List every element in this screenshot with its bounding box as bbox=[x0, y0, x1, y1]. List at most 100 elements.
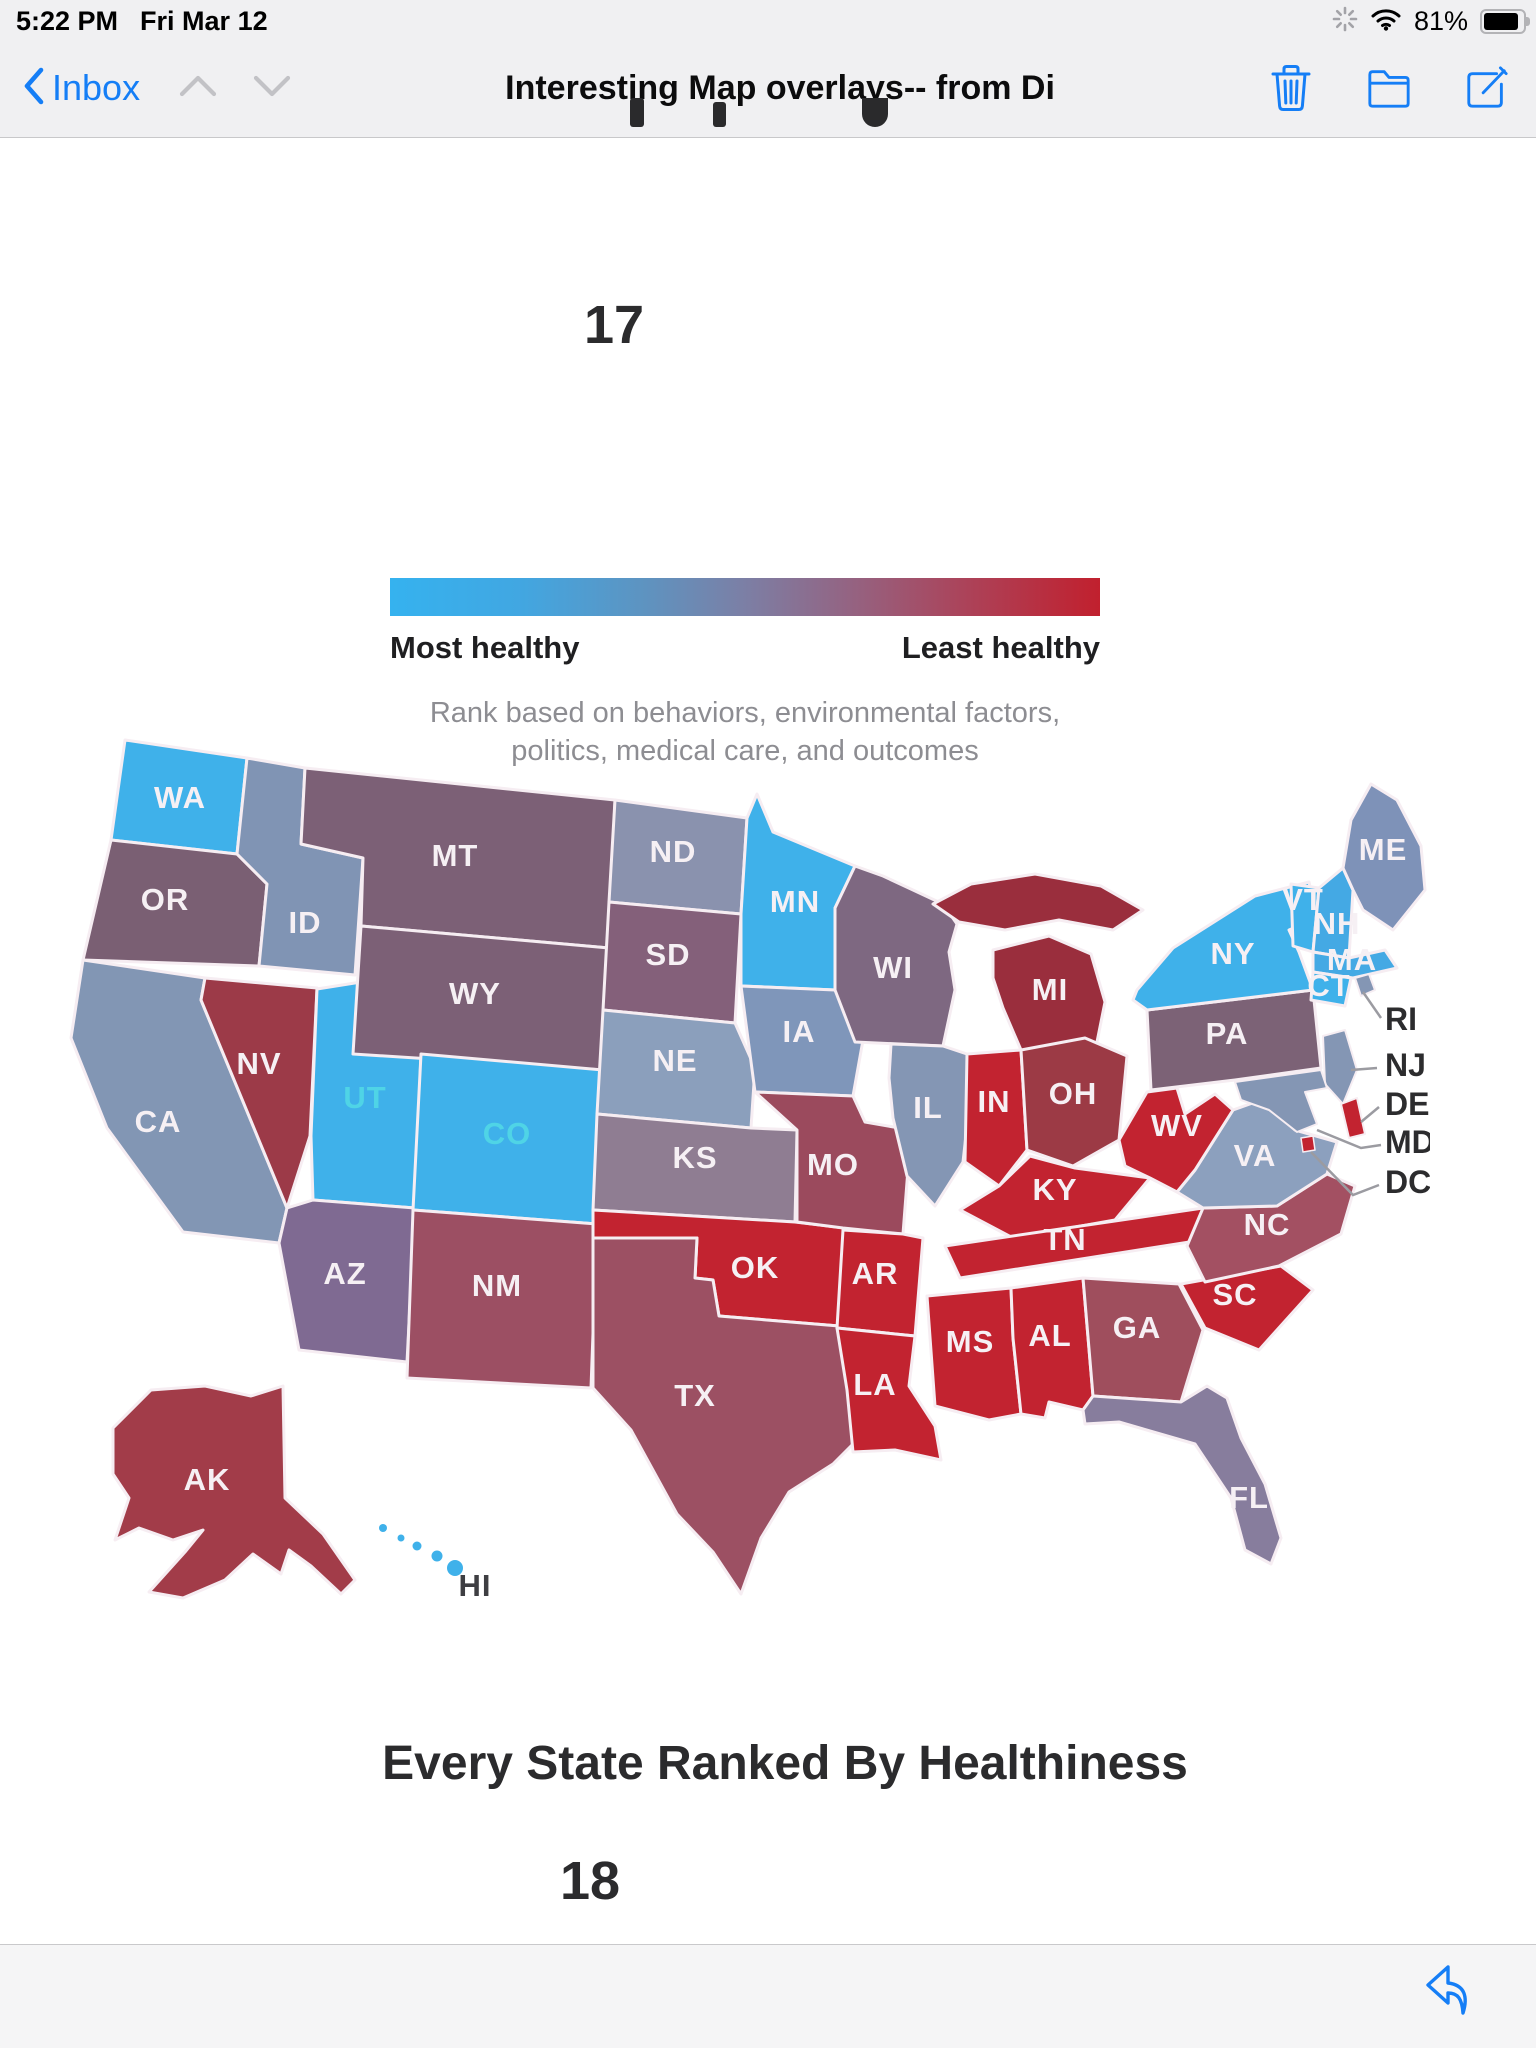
callout-label-DE: DE bbox=[1385, 1086, 1429, 1122]
compose-button[interactable] bbox=[1464, 62, 1510, 114]
state-WI bbox=[833, 864, 959, 1048]
state-label-PA: PA bbox=[1206, 1016, 1249, 1051]
state-label-MN: MN bbox=[770, 884, 820, 919]
state-label-CA: CA bbox=[135, 1104, 182, 1139]
state-label-MS: MS bbox=[946, 1324, 995, 1359]
state-label-VT: VT bbox=[1282, 882, 1324, 917]
state-label-NM: NM bbox=[472, 1268, 522, 1303]
activity-spinner-icon bbox=[1332, 6, 1358, 37]
state-label-NV: NV bbox=[236, 1046, 281, 1081]
reply-button[interactable] bbox=[1418, 1959, 1470, 2019]
callout-label-NJ: NJ bbox=[1385, 1047, 1426, 1083]
state-label-NE: NE bbox=[652, 1043, 697, 1078]
callout-label-RI: RI bbox=[1385, 1001, 1417, 1037]
state-label-OK: OK bbox=[731, 1250, 780, 1285]
trash-icon bbox=[1271, 65, 1311, 111]
state-label-AZ: AZ bbox=[323, 1256, 366, 1291]
state-label-KS: KS bbox=[672, 1140, 717, 1175]
state-label-NY: NY bbox=[1210, 936, 1255, 971]
leader-line-DE bbox=[1360, 1106, 1380, 1123]
page-number-top: 17 bbox=[583, 295, 645, 355]
state-label-KY: KY bbox=[1032, 1172, 1077, 1207]
state-IA bbox=[739, 984, 865, 1098]
state-DE bbox=[1340, 1097, 1366, 1139]
state-ME bbox=[1341, 782, 1427, 932]
state-NH bbox=[1311, 866, 1355, 960]
state-label-WY: WY bbox=[449, 976, 501, 1011]
state-label-AK: AK bbox=[184, 1462, 231, 1497]
state-label-CT: CT bbox=[1307, 968, 1350, 1003]
compose-icon bbox=[1467, 66, 1508, 108]
state-label-FL: FL bbox=[1229, 1480, 1269, 1515]
state-label-IN: IN bbox=[978, 1084, 1011, 1119]
state-label-CO: CO bbox=[483, 1116, 532, 1151]
state-TX bbox=[591, 1236, 869, 1596]
previous-message-button[interactable] bbox=[178, 73, 218, 104]
next-message-button[interactable] bbox=[252, 73, 292, 104]
state-label-HI: HI bbox=[459, 1568, 492, 1603]
state-label-GA: GA bbox=[1113, 1310, 1162, 1345]
email-subject-title: Interesting Map overlays-- from Di bbox=[505, 68, 1055, 107]
state-label-SC: SC bbox=[1212, 1277, 1257, 1312]
state-MD bbox=[1234, 1069, 1328, 1133]
legend-least-healthy-label: Least healthy bbox=[901, 630, 1100, 665]
folder-icon bbox=[1368, 70, 1410, 108]
clipped-text-fragment bbox=[713, 102, 726, 127]
state-IL bbox=[887, 1042, 973, 1208]
state-NY bbox=[1131, 880, 1319, 1012]
state-label-AL: AL bbox=[1028, 1318, 1071, 1353]
clipped-text-fragment bbox=[862, 98, 888, 127]
state-IN bbox=[963, 1048, 1029, 1188]
callout-label-MD: MD bbox=[1385, 1124, 1430, 1160]
state-label-ME: ME bbox=[1359, 832, 1408, 867]
state-LA bbox=[835, 1326, 943, 1462]
legend-caption: Rank based on behaviors, environmental f… bbox=[429, 697, 1061, 767]
status-time: 5:22 PM bbox=[16, 6, 119, 36]
state-label-SD: SD bbox=[645, 937, 690, 972]
mail-nav-bar: Inbox Interesting Map overlays-- from Di bbox=[0, 40, 1536, 136]
email-body-scroll-area[interactable]: 17 Most healthy Least healthy Rank based… bbox=[0, 138, 1536, 1944]
state-label-VA: VA bbox=[1234, 1138, 1277, 1173]
state-label-LA: LA bbox=[853, 1367, 896, 1402]
state-label-IA: IA bbox=[783, 1014, 816, 1049]
state-label-ND: ND bbox=[650, 834, 697, 869]
state-label-OH: OH bbox=[1049, 1076, 1098, 1111]
battery-icon bbox=[1480, 9, 1530, 34]
state-NV bbox=[199, 976, 319, 1210]
state-label-TX: TX bbox=[674, 1378, 716, 1413]
reply-arrow-icon bbox=[1426, 1965, 1467, 2015]
trash-button[interactable] bbox=[1268, 62, 1314, 114]
state-NJ bbox=[1322, 1029, 1358, 1105]
us-health-map-image[interactable]: RI NJ DE MD DC WA OR CA ID NV UT AZ MT WY CO NM ND SD NE KS… bbox=[55, 738, 1435, 1638]
state-DC bbox=[1300, 1135, 1316, 1153]
leader-line-RI bbox=[1361, 991, 1383, 1019]
state-label-AR: AR bbox=[852, 1256, 899, 1291]
move-to-folder-button[interactable] bbox=[1366, 62, 1412, 114]
back-label: Inbox bbox=[52, 67, 141, 108]
state-label-WI: WI bbox=[873, 950, 913, 985]
state-label-OR: OR bbox=[141, 882, 190, 917]
callout-label-DC: DC bbox=[1385, 1164, 1430, 1200]
state-NE bbox=[595, 1008, 757, 1130]
state-label-WV: WV bbox=[1151, 1108, 1203, 1143]
state-NM bbox=[405, 1208, 599, 1390]
state-CT bbox=[1309, 970, 1353, 1008]
bottom-toolbar bbox=[0, 1944, 1536, 2048]
back-to-inbox-button[interactable]: Inbox bbox=[22, 66, 140, 111]
state-FL bbox=[1081, 1384, 1283, 1566]
clipped-text-fragment bbox=[630, 98, 644, 127]
back-chevron-icon bbox=[22, 66, 46, 111]
status-bar: 5:22 PM Fri Mar 12 bbox=[0, 0, 1536, 40]
page-number-bottom: 18 bbox=[559, 1851, 621, 1911]
state-label-ID: ID bbox=[289, 905, 322, 940]
state-GA bbox=[1081, 1276, 1205, 1404]
leader-line-MD bbox=[1316, 1128, 1382, 1150]
state-label-UT: UT bbox=[343, 1080, 386, 1115]
state-label-TN: TN bbox=[1043, 1222, 1086, 1257]
state-label-MT: MT bbox=[432, 838, 479, 873]
status-date: Fri Mar 12 bbox=[140, 6, 268, 36]
state-label-MA: MA bbox=[1327, 942, 1377, 977]
state-label-MI: MI bbox=[1032, 972, 1068, 1007]
state-HI bbox=[379, 1524, 463, 1576]
map-heading: Every State Ranked By Healthiness bbox=[382, 1737, 1188, 1790]
